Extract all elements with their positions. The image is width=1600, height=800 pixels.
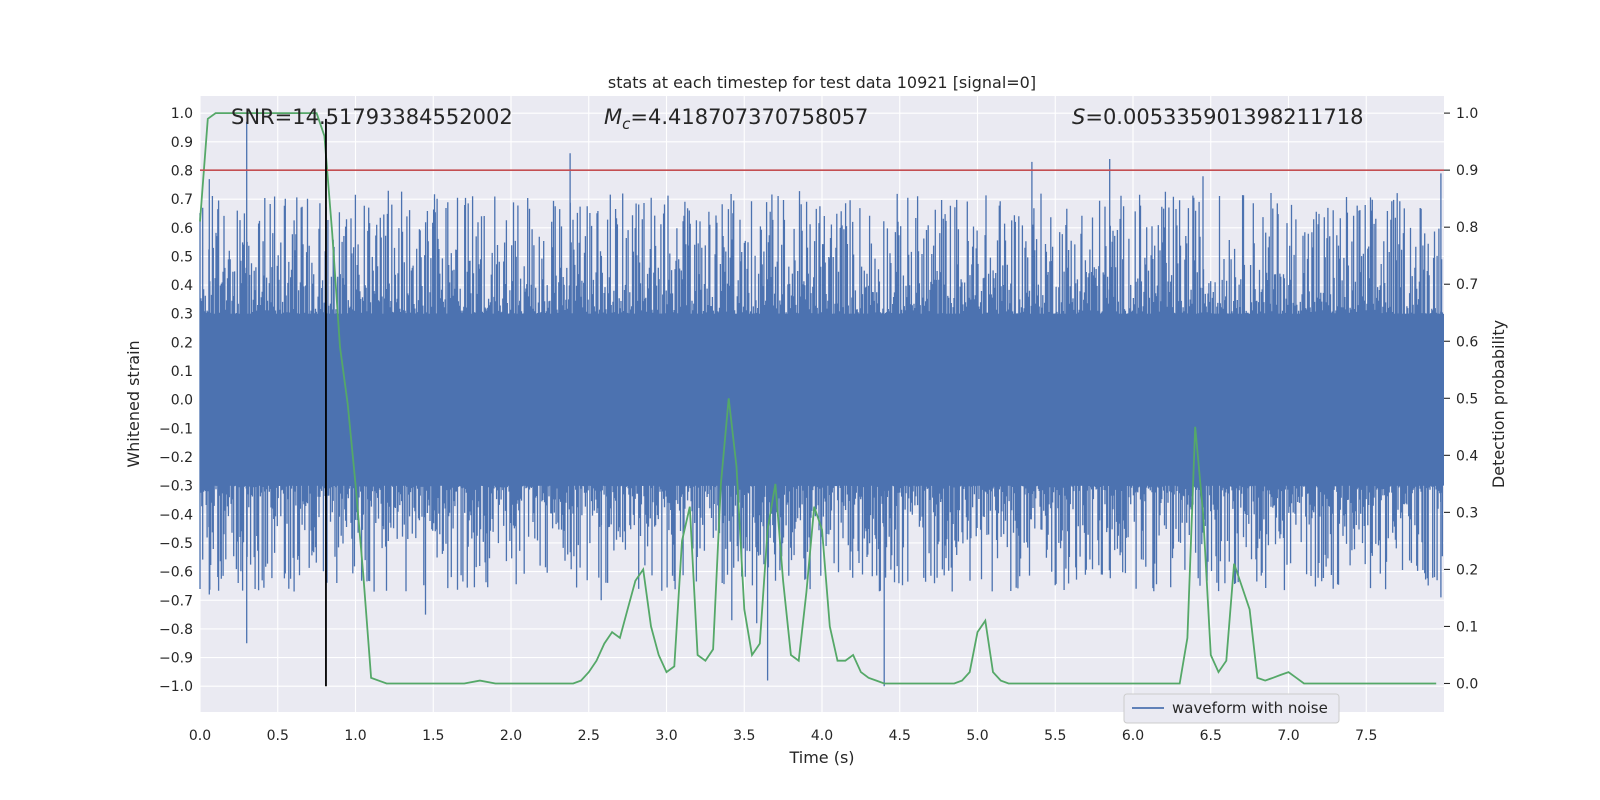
chirp-mass-symbol: M [604,105,622,129]
detection-probability-series [199,112,1437,685]
x-tick-label: 0.5 [267,728,289,744]
waveform-with-noise-series [199,121,1444,687]
y-left-tick-label: −0.9 [159,651,193,667]
y-right-axis-ticks: 1.0 0.9 0.8 0.7 0.6 0.5 0.4 0.3 0.2 0.1 0.0 [1444,106,1478,692]
y-left-tick-label: 0.0 [171,393,193,409]
y-right-tick-label: 0.3 [1456,505,1478,521]
y-right-tick-label: 0.7 [1456,277,1478,293]
chirp-mass-subscript: c [622,115,631,133]
x-tick-label: 1.5 [422,728,444,744]
x-tick-label: 4.0 [811,728,833,744]
y-left-tick-label: 0.5 [171,249,193,265]
legend-box [1123,693,1340,724]
waveform-with-noise-line [199,121,1444,687]
chirp-mass-annotation: Mc=4.418707370758057 [604,105,868,133]
s-annotation: S=0.005335901398211718 [1072,105,1363,129]
x-tick-label: 6.5 [1200,728,1222,744]
x-tick-label: 3.0 [655,728,677,744]
y-left-tick-label: −0.7 [159,593,193,609]
s-symbol: S [1072,105,1085,129]
x-tick-label: 2.0 [500,728,522,744]
x-tick-label: 7.5 [1355,728,1377,744]
y-right-tick-label: 0.8 [1456,220,1478,236]
y-left-tick-label: −0.8 [159,622,193,638]
y-left-tick-label: 0.4 [171,278,193,294]
y-left-tick-label: 0.8 [171,163,193,179]
x-axis-ticks: 0.0 0.5 1.0 1.5 2.0 2.5 3.0 3.5 4.0 4.5 5.0 5.5 6.0 6… [189,728,1378,744]
y-right-tick-label: 0.0 [1456,676,1478,692]
y-right-tick-label: 0.1 [1456,619,1478,635]
x-tick-label: 3.5 [733,728,755,744]
s-value: =0.005335901398211718 [1085,105,1363,129]
y-left-tick-label: −0.6 [159,565,193,581]
y-right-tick-label: 0.2 [1456,562,1478,578]
overlay-lines [200,118,1444,687]
y-left-tick-label: −0.4 [159,507,193,523]
y-left-tick-label: 0.2 [171,335,193,351]
y-left-tick-label: 0.1 [171,364,193,380]
y-right-tick-label: 0.9 [1456,163,1478,179]
x-tick-label: 1.0 [344,728,366,744]
y-left-axis-ticks: 1.0 0.9 0.8 0.7 0.6 0.5 0.4 0.3 0.2 0.1 0.0 −0.1 −0.… [159,106,193,695]
y-right-axis-label: Detection probability [1489,320,1508,488]
y-left-tick-label: 0.7 [171,192,193,208]
y-left-tick-label: −1.0 [159,679,193,695]
y-left-tick-label: −0.1 [159,421,193,437]
y-left-tick-label: 0.6 [171,221,193,237]
y-left-tick-label: −0.5 [159,536,193,552]
y-left-tick-label: 1.0 [171,106,193,122]
x-tick-label: 5.5 [1044,728,1066,744]
y-right-tick-label: 0.4 [1456,448,1478,464]
y-left-tick-label: 0.9 [171,135,193,151]
x-tick-label: 0.0 [189,728,211,744]
detection-probability-line [199,112,1437,685]
y-left-tick-label: −0.3 [159,479,193,495]
x-axis-label: Time (s) [788,748,854,767]
snr-annotation: SNR=14.51793384552002 [231,105,513,129]
x-tick-label: 4.5 [889,728,911,744]
y-left-tick-label: −0.2 [159,450,193,466]
x-tick-label: 7.0 [1277,728,1299,744]
y-right-tick-label: 0.6 [1456,334,1478,350]
y-right-tick-label: 0.5 [1456,391,1478,407]
chirp-mass-value: =4.418707370758057 [630,105,868,129]
y-right-tick-label: 1.0 [1456,106,1478,122]
y-left-tick-label: 0.3 [171,307,193,323]
chart-title: stats at each timestep for test data 109… [608,73,1036,92]
legend-label: waveform with noise [1172,699,1328,717]
x-tick-label: 2.5 [578,728,600,744]
legend: waveform with noise [1123,693,1340,724]
y-left-axis-label: Whitened strain [124,340,143,467]
x-tick-label: 5.0 [966,728,988,744]
x-tick-label: 6.0 [1122,728,1144,744]
